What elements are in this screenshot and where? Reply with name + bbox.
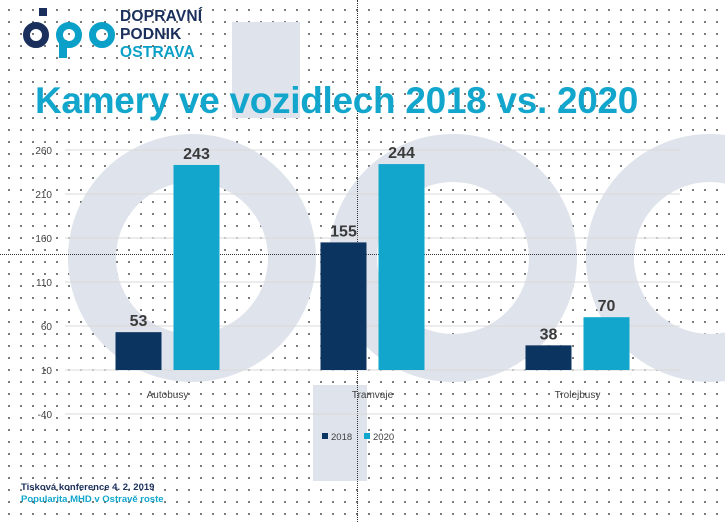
data-label: 243 [183,146,210,163]
bar [525,345,572,370]
bar [173,164,220,370]
x-category-label: Trolejbusy [555,390,601,401]
data-label: 53 [130,313,148,330]
x-category-label: Tramvaje [352,390,394,401]
brand-name-line3: OSTRAVA [120,44,195,61]
y-tick-label: 110 [36,278,52,289]
data-label: 38 [540,326,558,343]
legend-swatch [364,433,370,439]
logo-icon [23,8,115,58]
footer-line1: Tisková konference 4. 2. 2019 [21,482,155,493]
x-category-label: Autobusy [147,390,189,401]
footer-line2: Popularita MHD v Ostravě roste [21,494,164,505]
y-tick-label: -40 [38,410,53,421]
y-tick-label: 60 [41,322,53,333]
data-label: 244 [388,145,415,162]
y-tick-label: 160 [35,234,52,245]
data-label: 70 [598,298,616,315]
y-tick-label: 210 [35,190,52,201]
bar [115,332,162,370]
brand-name: DOPRAVNÍ PODNIK OSTRAVA [120,8,202,62]
y-tick-label: 10 [41,366,53,377]
brand-name-line2: PODNIK [120,26,182,43]
bar [378,164,425,370]
footer: Tisková konference 4. 2. 2019 Popularita… [21,482,164,506]
legend-label: 2018 [331,432,352,443]
legend-swatch [322,433,328,439]
legend-label: 2020 [373,432,394,443]
bar [583,317,630,370]
bar [320,242,367,370]
data-label: 155 [330,223,357,240]
y-tick-label: 260 [35,146,52,157]
brand-name-line1: DOPRAVNÍ [120,8,203,25]
slide-title: Kamery ve vozidlech 2018 vs. 2020 [35,80,639,121]
